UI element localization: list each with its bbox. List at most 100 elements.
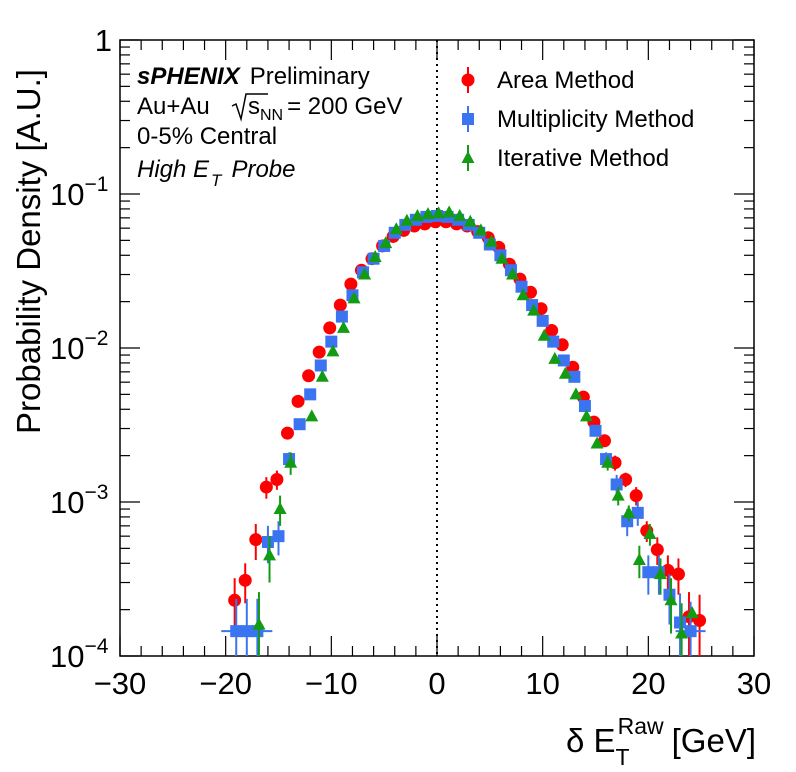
y-tick-label-base: 10 <box>50 331 84 366</box>
legend-markers <box>461 67 475 171</box>
y-tick-label-exp: −3 <box>84 481 108 504</box>
y-tick-label: 10−2 <box>50 327 108 366</box>
data-point <box>527 303 541 316</box>
data-point <box>621 515 634 528</box>
x-axis-title-sub: T <box>616 744 630 770</box>
data-point <box>368 249 382 262</box>
x-tick-label: 20 <box>631 666 665 701</box>
data-point <box>515 280 528 293</box>
data-point <box>261 535 274 548</box>
y-tick-label: 10−1 <box>50 173 108 212</box>
x-tick-label: −20 <box>199 666 252 701</box>
x-axis-title-unit: [GeV] <box>672 722 756 759</box>
data-point <box>548 351 562 364</box>
sqrt-icon <box>231 93 268 122</box>
data-point <box>442 205 456 218</box>
series-circle <box>228 215 707 656</box>
data-point <box>653 567 667 580</box>
legend-marker-circle <box>461 73 475 87</box>
data-point <box>643 526 657 539</box>
data-point <box>629 489 643 503</box>
centrality-label: 0-5% Central <box>137 123 277 150</box>
data-point <box>545 323 559 337</box>
data-point <box>557 354 570 367</box>
legend-label-area: Area Method <box>497 67 634 94</box>
data-point <box>597 434 611 448</box>
y-tick-label-exp: −1 <box>84 173 108 196</box>
x-axis-title-sup: Raw <box>618 713 664 739</box>
data-point <box>314 359 327 372</box>
x-axis-title-main: δ E <box>566 722 616 759</box>
data-point <box>263 548 277 561</box>
probe-main: High E <box>137 156 210 183</box>
legend-marker-triangle <box>461 151 475 163</box>
data-point <box>336 320 350 333</box>
data-point <box>326 344 340 357</box>
data-point <box>685 606 699 619</box>
y-tick-label: 1 <box>95 23 112 58</box>
data-point <box>590 436 604 449</box>
data-point <box>280 426 294 440</box>
data-point <box>642 566 655 579</box>
data-point <box>474 223 488 236</box>
x-axis-title: δ ET Raw [GeV] <box>566 713 756 770</box>
sqrt-s-label: sNN = 200 GeV <box>248 93 403 124</box>
data-point <box>347 291 361 304</box>
data-point <box>601 455 615 468</box>
data-point <box>344 277 358 291</box>
y-tick-label-base: 10 <box>50 485 84 520</box>
data-point <box>421 207 435 220</box>
data-point <box>537 328 551 341</box>
data-point <box>291 394 305 408</box>
data-point <box>228 593 242 607</box>
data-point <box>516 288 530 301</box>
data-point <box>650 543 664 557</box>
legend-marker-square <box>462 113 474 125</box>
energy-label: = 200 GeV <box>287 93 402 120</box>
data-point <box>302 369 316 383</box>
experiment-status: sPHENIX Preliminary <box>137 63 370 90</box>
data-point <box>270 472 284 486</box>
probe-sub: T <box>211 171 223 190</box>
data-point <box>578 400 591 413</box>
data-point <box>238 573 252 587</box>
data-point <box>506 267 520 280</box>
y-tick-label-base: 10 <box>50 639 84 674</box>
data-point <box>312 345 326 359</box>
data-point <box>252 617 266 630</box>
x-tick-label: −10 <box>305 666 358 701</box>
series-triangle <box>252 205 699 656</box>
data-point <box>410 208 424 221</box>
data-point <box>631 506 644 519</box>
data-point <box>284 455 298 468</box>
data-point <box>358 267 372 280</box>
y-tick-label-exp: −2 <box>84 327 108 350</box>
y-tick-label-exp: −4 <box>84 635 108 658</box>
data-point <box>272 530 285 543</box>
legend: Area Method Multiplicity Method Iterativ… <box>461 67 694 172</box>
data-point <box>484 234 498 247</box>
data-point <box>323 321 337 335</box>
x-tick-label: 10 <box>525 666 559 701</box>
data-point <box>453 208 467 221</box>
y-tick-labels: 110−110−210−310−4 <box>50 23 112 674</box>
data-point <box>273 502 287 515</box>
x-tick-labels: −30 −20 −10 0 10 20 30 <box>94 666 772 701</box>
y-tick-label: 10−4 <box>50 635 109 674</box>
data-point <box>333 298 347 312</box>
legend-label-multiplicity: Multiplicity Method <box>497 106 694 133</box>
data-point <box>611 488 625 501</box>
data-point <box>671 567 685 581</box>
data-point <box>304 388 317 401</box>
system-prefix: Au+Au <box>137 93 210 120</box>
x-tick-label: −30 <box>94 666 147 701</box>
data-point <box>293 418 306 431</box>
status-label: Preliminary <box>250 63 370 90</box>
data-point <box>632 553 646 566</box>
data-point <box>569 387 583 400</box>
data-point <box>335 310 348 323</box>
data-point <box>249 533 263 547</box>
data-point <box>674 616 687 629</box>
data-point <box>259 480 273 494</box>
